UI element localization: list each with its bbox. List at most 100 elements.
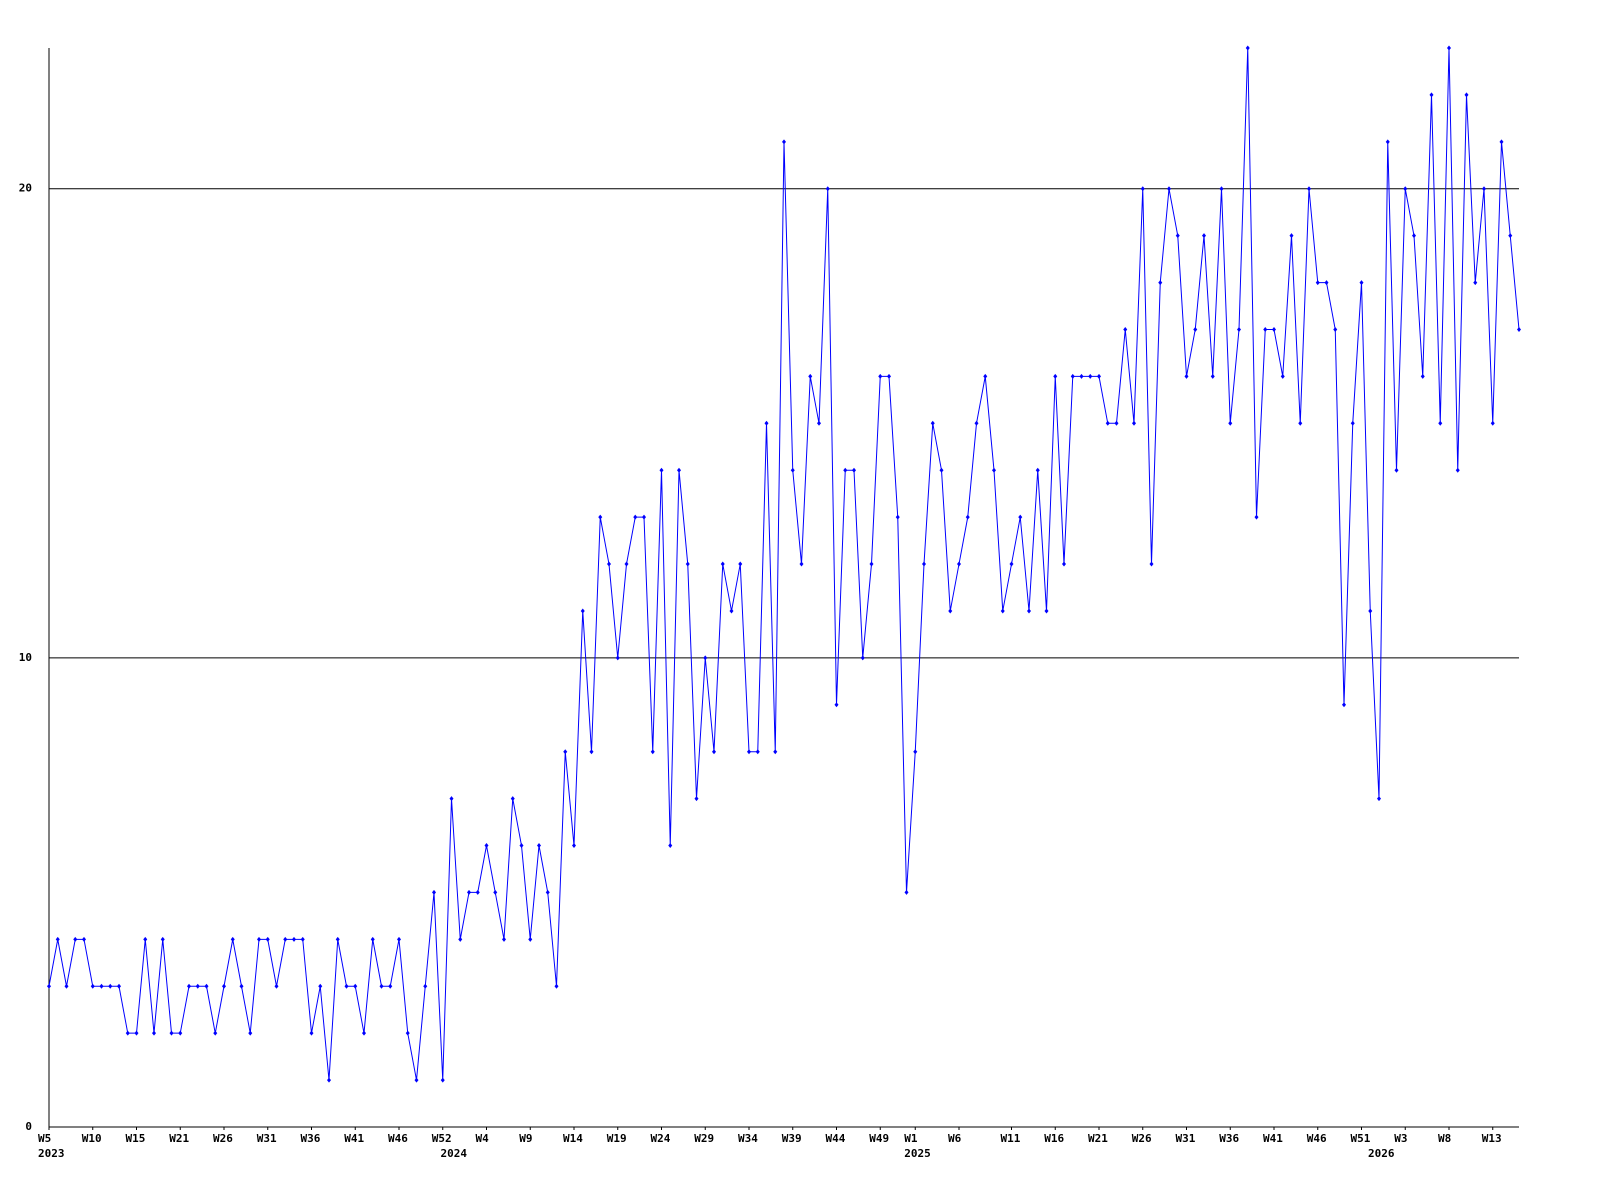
data-point bbox=[1499, 139, 1504, 145]
data-point bbox=[195, 983, 200, 989]
data-point bbox=[1175, 233, 1180, 239]
data-point bbox=[694, 796, 699, 802]
data-point bbox=[860, 655, 865, 661]
x-tick-label: W10 bbox=[82, 1132, 102, 1145]
data-point bbox=[773, 749, 778, 755]
data-point bbox=[878, 373, 883, 379]
data-point bbox=[825, 186, 830, 192]
data-point bbox=[913, 749, 918, 755]
data-point bbox=[677, 467, 681, 473]
data-point bbox=[213, 1030, 218, 1036]
data-point bbox=[1228, 420, 1233, 426]
data-point bbox=[292, 936, 296, 942]
x-year-label: 2023 bbox=[38, 1147, 65, 1160]
data-point bbox=[300, 936, 305, 942]
data-point bbox=[1062, 561, 1066, 567]
data-point bbox=[82, 936, 86, 942]
data-point bbox=[1394, 467, 1399, 473]
data-point bbox=[1000, 608, 1005, 614]
data-point bbox=[353, 983, 358, 989]
y-tick-label: 0 bbox=[25, 1120, 32, 1133]
data-point bbox=[440, 1077, 445, 1083]
data-point bbox=[99, 983, 104, 989]
data-point bbox=[1053, 373, 1058, 379]
data-point bbox=[895, 514, 900, 520]
data-point bbox=[204, 983, 209, 989]
x-tick-label: W31 bbox=[257, 1132, 277, 1145]
data-point bbox=[1368, 608, 1373, 614]
data-point bbox=[668, 843, 673, 849]
data-point bbox=[230, 936, 235, 942]
y-tick-label: 20 bbox=[19, 182, 32, 195]
data-point bbox=[572, 843, 576, 849]
x-tick-label: W29 bbox=[694, 1132, 714, 1145]
data-point bbox=[327, 1077, 331, 1083]
data-point bbox=[1210, 373, 1215, 379]
data-point bbox=[703, 655, 708, 661]
data-point bbox=[239, 983, 244, 989]
data-point bbox=[1158, 280, 1163, 286]
data-point bbox=[1324, 280, 1329, 286]
x-tick-label: W8 bbox=[1438, 1132, 1451, 1145]
data-point bbox=[143, 936, 148, 942]
data-point bbox=[589, 749, 594, 755]
data-point bbox=[808, 373, 813, 379]
data-point bbox=[484, 843, 489, 849]
data-point bbox=[248, 1030, 253, 1036]
data-point bbox=[957, 561, 961, 567]
data-point bbox=[397, 936, 401, 942]
data-point bbox=[1044, 608, 1049, 614]
data-point bbox=[624, 561, 629, 567]
data-point bbox=[274, 983, 279, 989]
x-tick-label: W13 bbox=[1482, 1132, 1502, 1145]
data-point bbox=[1184, 373, 1189, 379]
x-tick-label: W21 bbox=[169, 1132, 189, 1145]
data-point bbox=[992, 467, 996, 473]
data-point bbox=[344, 983, 349, 989]
x-tick-label: W4 bbox=[476, 1132, 490, 1145]
data-point bbox=[502, 936, 506, 942]
y-tick-label: 10 bbox=[19, 651, 32, 664]
x-tick-label: W1 bbox=[904, 1132, 918, 1145]
x-tick-label: W51 bbox=[1351, 1132, 1371, 1145]
data-point bbox=[1333, 326, 1338, 332]
x-year-label: 2025 bbox=[904, 1147, 931, 1160]
data-point bbox=[887, 373, 891, 379]
data-point bbox=[388, 983, 393, 989]
data-point bbox=[817, 420, 821, 426]
data-point bbox=[537, 843, 541, 849]
data-point bbox=[930, 420, 935, 426]
data-point bbox=[607, 561, 611, 567]
x-tick-label: W49 bbox=[869, 1132, 889, 1145]
data-point bbox=[615, 655, 620, 661]
data-point bbox=[423, 983, 428, 989]
data-point bbox=[1132, 420, 1136, 426]
data-point bbox=[1114, 420, 1119, 426]
data-point bbox=[1193, 326, 1198, 332]
data-point bbox=[983, 373, 988, 379]
data-point bbox=[1298, 420, 1303, 426]
data-point bbox=[1097, 373, 1101, 379]
data-point bbox=[370, 936, 375, 942]
data-point bbox=[1289, 233, 1294, 239]
data-point bbox=[904, 889, 909, 895]
data-point bbox=[1079, 373, 1084, 379]
data-point bbox=[1123, 326, 1128, 332]
data-point bbox=[1359, 280, 1364, 286]
x-tick-label: W34 bbox=[738, 1132, 758, 1145]
x-tick-label: W19 bbox=[607, 1132, 627, 1145]
data-point bbox=[1149, 561, 1154, 567]
data-point bbox=[1105, 420, 1110, 426]
x-tick-label: W24 bbox=[651, 1132, 671, 1145]
data-point bbox=[852, 467, 856, 473]
x-tick-label: W52 bbox=[432, 1132, 452, 1145]
x-tick-label: W3 bbox=[1394, 1132, 1407, 1145]
x-tick-label: W36 bbox=[1219, 1132, 1239, 1145]
data-point bbox=[1140, 186, 1145, 192]
x-year-label: 2024 bbox=[441, 1147, 468, 1160]
data-point bbox=[1377, 796, 1381, 802]
data-point bbox=[1455, 467, 1460, 473]
data-point bbox=[685, 561, 690, 567]
data-point bbox=[782, 139, 786, 145]
x-tick-label: W6 bbox=[948, 1132, 962, 1145]
